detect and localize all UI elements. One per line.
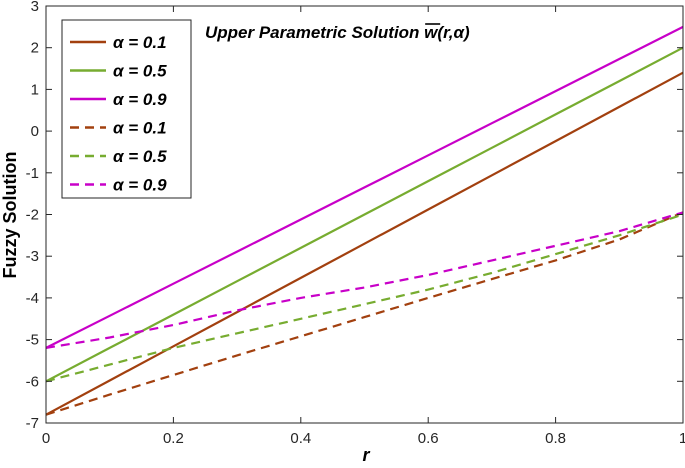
legend-label-5: α = 0.9 <box>113 176 167 195</box>
legend: α = 0.1 α = 0.5 α = 0.9 α = 0.1 α = 0.5 α = 0… <box>61 19 192 199</box>
series-line-3 <box>45 211 684 416</box>
y-tick-label: -6 <box>26 373 39 390</box>
legend-label-0: α = 0.1 <box>113 33 167 52</box>
legend-box <box>61 19 192 199</box>
y-tick-label: 1 <box>31 81 39 98</box>
y-tick-label: -1 <box>26 165 39 182</box>
x-axis-title: r <box>362 445 370 463</box>
x-tick-label: 0.4 <box>290 430 311 447</box>
y-tick-label: 2 <box>31 40 39 57</box>
axis-ticks: 0 0.2 0.4 0.6 0.8 1 -7 -6 -5 -4 -3 -2 -1 0 1 2 3 <box>26 0 685 447</box>
x-tick-label: 0.2 <box>163 430 184 447</box>
x-tick-label: 0.6 <box>418 430 439 447</box>
legend-label-4: α = 0.5 <box>113 147 167 166</box>
y-tick-label: 0 <box>31 123 39 140</box>
series-line-4 <box>45 213 684 383</box>
y-tick-label: -2 <box>26 207 39 224</box>
legend-label-2: α = 0.9 <box>113 90 167 109</box>
y-tick-label: -4 <box>26 290 39 307</box>
y-axis-title: Fuzzy Solution <box>0 152 20 279</box>
series-line-1 <box>45 46 684 383</box>
chart-title: Upper Parametric Solution w(r,α) <box>205 23 470 42</box>
series-line-2 <box>45 25 684 349</box>
title-symbol-w: w <box>424 23 439 42</box>
series-lines <box>45 25 684 416</box>
y-tick-label: -5 <box>26 332 39 349</box>
y-tick-label: 3 <box>31 0 39 15</box>
legend-label-1: α = 0.5 <box>113 62 167 81</box>
x-tick-label: 0.8 <box>545 430 566 447</box>
series-line-0 <box>45 71 684 416</box>
y-tick-label: -7 <box>26 415 39 432</box>
y-tick-label: -3 <box>26 248 39 265</box>
x-tick-label: 1 <box>679 430 685 447</box>
series-line-5 <box>45 211 684 349</box>
x-tick-label: 0 <box>42 430 50 447</box>
legend-label-3: α = 0.1 <box>113 119 167 138</box>
